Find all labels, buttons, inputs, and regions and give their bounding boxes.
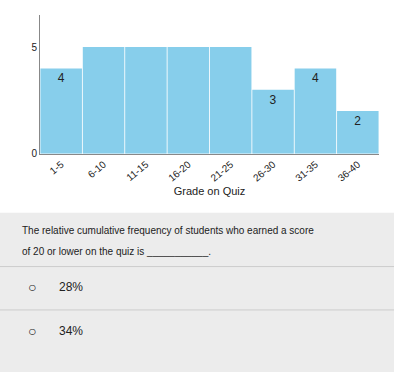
svg-text:11-15: 11-15 [124,158,150,183]
svg-text:2: 2 [354,114,361,128]
svg-text:28%: 28% [59,280,83,294]
svg-text:34%: 34% [59,324,83,338]
svg-text:The relative cumulative freque: The relative cumulative frequency of stu… [22,225,314,236]
svg-text:5: 5 [31,42,37,53]
svg-text:○: ○ [28,323,36,339]
svg-text:Grade on Quiz: Grade on Quiz [174,185,246,197]
svg-text:1-5: 1-5 [48,158,66,176]
svg-text:6-10: 6-10 [86,158,109,180]
svg-text:31-35: 31-35 [293,158,320,183]
svg-text:21-25: 21-25 [209,158,236,183]
svg-text:4: 4 [312,71,319,85]
svg-text:of 20 or lower on the quiz is: of 20 or lower on the quiz is __________… [22,246,211,257]
svg-text:0: 0 [31,148,37,159]
svg-text:16-20: 16-20 [166,158,193,183]
svg-text:○: ○ [28,279,36,295]
svg-text:3: 3 [270,93,277,107]
svg-text:26-30: 26-30 [251,158,278,183]
svg-text:36-40: 36-40 [336,158,363,183]
svg-text:4: 4 [58,71,65,85]
